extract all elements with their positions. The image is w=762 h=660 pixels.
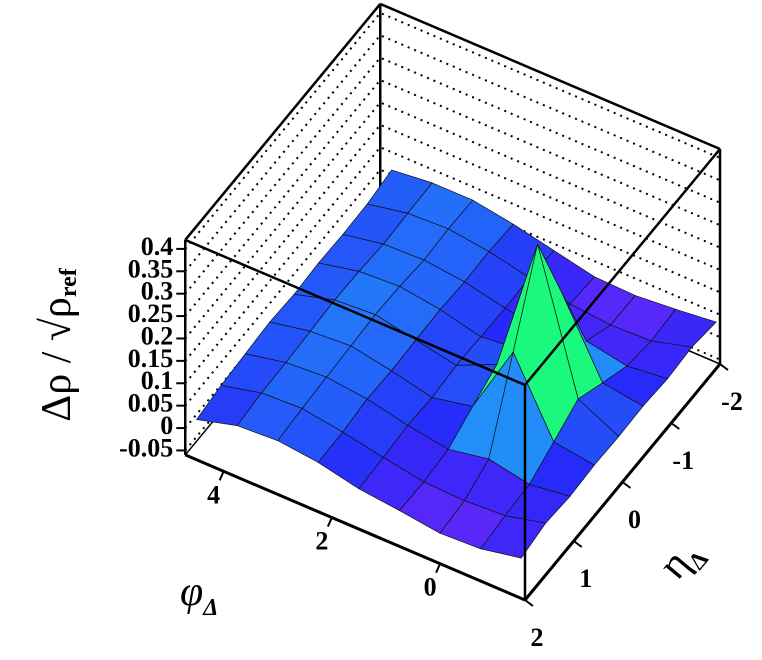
z-tick-label: -0.05 <box>119 433 173 462</box>
x-axis-title: φΔ <box>180 569 218 621</box>
z-tick-label: 0.35 <box>128 254 174 283</box>
x-label-sub: Δ <box>202 595 218 621</box>
z-tick-label: 0.3 <box>141 277 174 306</box>
x-tick <box>326 517 333 527</box>
y-tick-label: 2 <box>531 623 544 652</box>
y-tick-label: -2 <box>721 387 743 416</box>
y-tick <box>719 363 729 371</box>
surface-patch <box>480 515 547 559</box>
z-tick-label: 0.05 <box>128 389 174 418</box>
z-tick-label: 0.25 <box>128 299 174 328</box>
z-label-sub: ref <box>56 267 82 297</box>
z-tick-label: 0.15 <box>128 344 174 373</box>
x-tick-label: 0 <box>424 573 437 602</box>
box-edge <box>379 2 721 151</box>
z-label: Δρ / √ρ <box>34 297 80 422</box>
z-tick-label: 0.1 <box>141 366 174 395</box>
z-tick-label: 0 <box>160 411 173 440</box>
y-tick <box>573 540 583 548</box>
z-axis-title: Δρ / √ρref <box>34 267 82 422</box>
box-edge <box>524 148 721 386</box>
x-tick <box>435 563 441 574</box>
x-tick-label: 4 <box>207 480 220 509</box>
y-tick-label: -1 <box>672 446 694 475</box>
x-tick-label: 2 <box>315 527 328 556</box>
y-tick <box>524 599 534 607</box>
box-edge <box>184 238 526 387</box>
y-axis-title: ηΔ <box>650 530 714 592</box>
z-tick-label: 0.4 <box>141 232 174 261</box>
y-tick-label: 1 <box>579 564 592 593</box>
y-tick <box>621 481 632 489</box>
y-tick-label: 0 <box>628 505 641 534</box>
z-tick-label: 0.2 <box>141 321 174 350</box>
surface <box>195 169 717 559</box>
x-tick <box>218 470 225 481</box>
box-edge <box>184 453 526 602</box>
x-label: φ <box>180 569 203 615</box>
y-tick <box>670 422 680 430</box>
box-front: -0.0500.050.10.150.20.250.30.350.4024-2-… <box>119 148 743 652</box>
box-edge <box>184 3 382 241</box>
